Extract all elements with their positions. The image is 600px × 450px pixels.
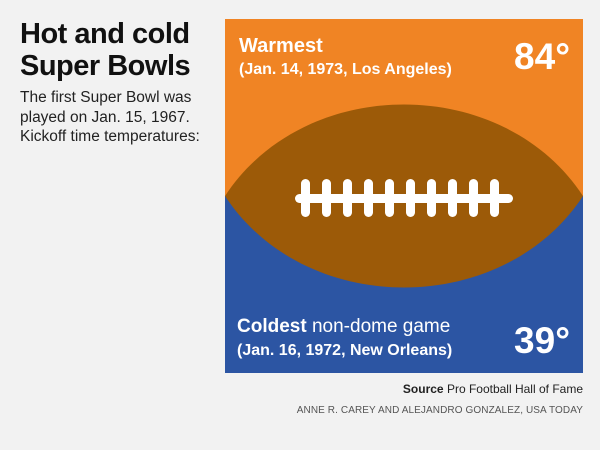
- title-line-2: Super Bowls: [20, 50, 191, 82]
- warmest-heading: Warmest: [239, 35, 323, 57]
- lace-stitch: [490, 179, 499, 217]
- source-label: Source: [402, 382, 444, 396]
- infographic-title: Hot and cold Super Bowls: [20, 18, 220, 82]
- lace-stitch: [427, 179, 436, 217]
- source-text: Pro Football Hall of Fame: [446, 382, 583, 396]
- title-line-1: Hot and cold: [20, 18, 190, 50]
- lace-stitch: [301, 179, 310, 217]
- lace-stitch: [406, 179, 415, 217]
- temperature-panel: Warmest (Jan. 14, 1973, Los Angeles) 84°…: [225, 19, 583, 373]
- lace-stitch: [322, 179, 331, 217]
- coldest-heading-rest: non-dome game: [311, 316, 451, 337]
- football-graphic: [225, 19, 583, 373]
- intro-text: The first Super Bowl was played on Jan. …: [20, 89, 200, 145]
- lace-stitch: [364, 179, 373, 217]
- lace-stitch: [343, 179, 352, 217]
- coldest-detail: (Jan. 16, 1972, New Orleans): [237, 342, 453, 359]
- lace-stitch: [385, 179, 394, 217]
- football-laces: [295, 179, 513, 217]
- warmest-detail: (Jan. 14, 1973, Los Angeles): [239, 61, 452, 78]
- source-line: Source Pro Football Hall of Fame: [403, 382, 583, 397]
- lace-stitch: [448, 179, 457, 217]
- coldest-heading: Coldest: [237, 316, 307, 337]
- lace-stitch: [469, 179, 478, 217]
- coldest-temperature: 39°: [514, 320, 570, 361]
- credit-line: ANNE R. CAREY AND ALEJANDRO GONZALEZ, US…: [296, 405, 583, 416]
- warmest-temperature: 84°: [514, 36, 570, 77]
- coldest-heading-line: Coldest non-dome game: [237, 315, 450, 339]
